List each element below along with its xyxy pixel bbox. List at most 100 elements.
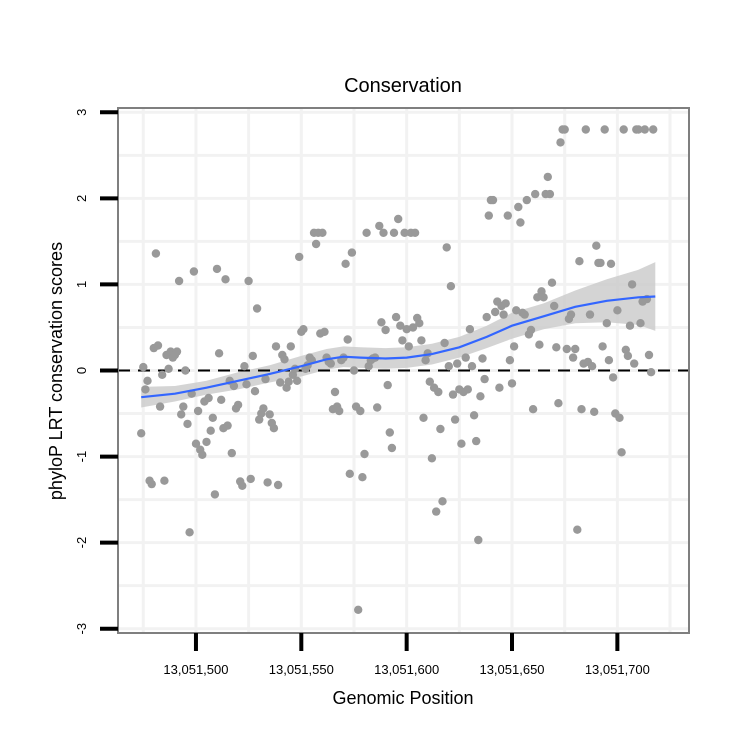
data-point xyxy=(562,344,571,354)
y-tick-label: 1 xyxy=(74,281,89,288)
data-point xyxy=(450,415,460,424)
data-point xyxy=(539,293,548,302)
data-point xyxy=(410,228,420,237)
data-point xyxy=(151,249,161,258)
data-point xyxy=(335,406,344,416)
data-point xyxy=(646,368,656,377)
data-point xyxy=(484,211,493,220)
data-point xyxy=(520,310,529,319)
data-point xyxy=(153,341,163,350)
y-axis: -3 -2 -1 0 1 2 3 xyxy=(74,109,118,635)
data-point xyxy=(526,325,536,335)
data-point xyxy=(602,319,611,328)
data-point xyxy=(299,325,308,334)
data-point xyxy=(600,125,609,134)
data-point xyxy=(550,301,559,311)
data-point xyxy=(604,356,614,365)
data-point xyxy=(627,280,637,289)
data-point xyxy=(474,535,483,545)
data-point xyxy=(248,351,257,361)
smooth-line-layer xyxy=(141,295,656,399)
data-point xyxy=(636,319,645,328)
data-point xyxy=(448,390,458,399)
data-point xyxy=(592,241,601,250)
data-point xyxy=(210,490,220,499)
data-point xyxy=(385,428,394,437)
data-point xyxy=(507,379,517,388)
data-point xyxy=(438,497,447,506)
data-point xyxy=(528,405,538,414)
data-point xyxy=(185,528,194,537)
data-point xyxy=(229,381,239,391)
data-point xyxy=(640,125,649,134)
data-point xyxy=(436,424,445,434)
data-point xyxy=(383,380,392,390)
data-point xyxy=(596,258,605,268)
data-point xyxy=(240,362,249,371)
data-point xyxy=(501,299,510,308)
data-point xyxy=(198,450,207,459)
data-point xyxy=(575,257,584,266)
data-point xyxy=(402,325,411,334)
data-point xyxy=(158,370,167,379)
data-point xyxy=(509,342,519,351)
data-point xyxy=(465,325,475,334)
data-point xyxy=(608,373,618,382)
data-point xyxy=(263,478,272,487)
data-point xyxy=(461,353,470,362)
data-point xyxy=(252,304,262,313)
data-point xyxy=(634,125,643,134)
data-point xyxy=(223,421,232,430)
data-point xyxy=(427,454,437,463)
data-point xyxy=(535,340,544,349)
data-point xyxy=(491,307,500,317)
data-point xyxy=(566,310,576,319)
data-point xyxy=(432,507,441,516)
data-point xyxy=(284,377,293,386)
data-point xyxy=(377,318,386,327)
y-tick-label: -3 xyxy=(74,623,89,635)
data-point xyxy=(141,385,150,394)
data-point xyxy=(217,395,226,404)
data-point xyxy=(379,228,388,237)
data-point xyxy=(556,138,565,147)
data-point xyxy=(191,439,201,448)
data-point xyxy=(139,362,148,372)
data-point xyxy=(238,481,247,490)
data-point xyxy=(373,403,382,412)
data-point xyxy=(265,410,274,419)
data-point xyxy=(143,376,152,385)
data-point xyxy=(417,336,426,345)
data-point xyxy=(311,239,321,249)
x-tick-label: 13,051,700 xyxy=(585,662,650,677)
data-point xyxy=(360,449,369,459)
data-point xyxy=(389,228,399,237)
data-point xyxy=(172,347,182,356)
data-point xyxy=(425,377,434,386)
data-point xyxy=(505,356,515,365)
data-point xyxy=(463,385,472,394)
x-tick-label: 13,051,600 xyxy=(374,662,439,677)
data-point xyxy=(533,293,542,302)
data-point xyxy=(499,310,508,319)
y-tick-label: -1 xyxy=(74,451,89,463)
data-point xyxy=(362,228,371,237)
data-point xyxy=(398,336,407,345)
data-point xyxy=(478,354,487,363)
data-point xyxy=(206,426,215,435)
data-point xyxy=(147,479,156,489)
x-axis: 13,051,500 13,051,550 13,051,600 13,051,650… xyxy=(163,633,650,677)
data-point xyxy=(330,387,340,397)
data-point xyxy=(387,443,397,453)
data-point xyxy=(625,321,635,330)
data-point xyxy=(356,406,365,416)
x-tick-label: 13,051,650 xyxy=(479,662,544,677)
y-tick-label: 0 xyxy=(74,367,89,374)
data-point xyxy=(434,387,443,397)
data-point xyxy=(396,321,405,330)
data-point xyxy=(453,359,462,368)
data-point xyxy=(341,259,350,268)
data-point xyxy=(181,366,190,375)
data-point xyxy=(440,338,449,348)
